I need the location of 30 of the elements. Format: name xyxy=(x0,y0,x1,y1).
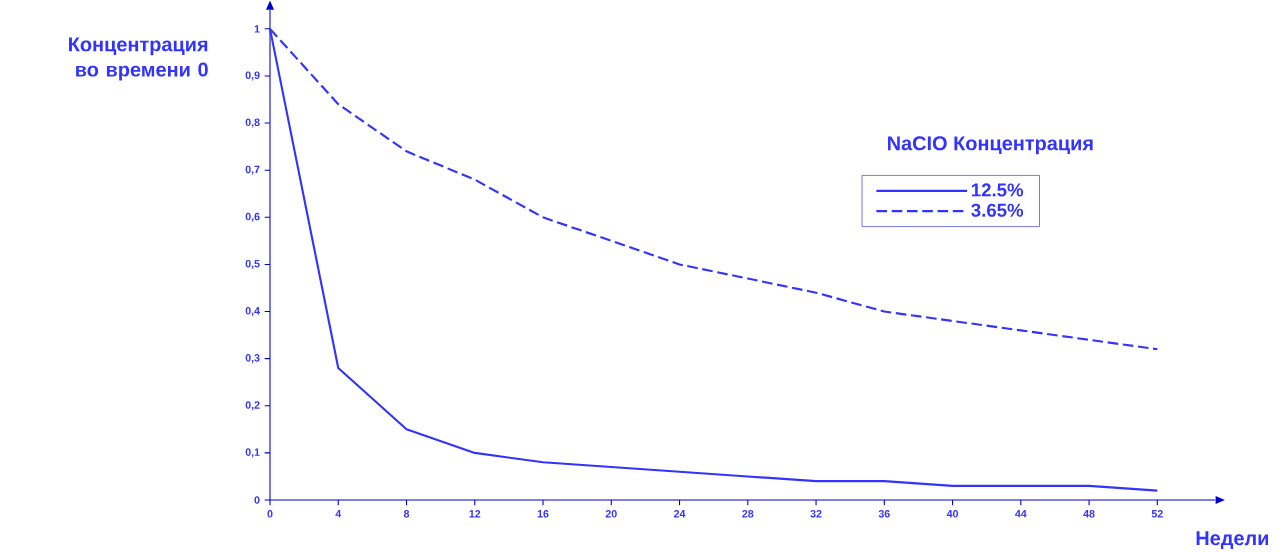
x-tick-label: 24 xyxy=(674,510,686,518)
y-tick-label: 0 xyxy=(254,496,260,504)
x-axis-title: Недели xyxy=(1196,531,1269,550)
y-tick-label: 0,8 xyxy=(245,118,260,128)
x-tick-label: 44 xyxy=(1015,510,1027,518)
y-tick-label: 0,7 xyxy=(245,165,260,175)
y-tick-label: 0,3 xyxy=(245,354,260,364)
legend-label: 12.5% xyxy=(972,183,1024,197)
y-tick-label: 0,5 xyxy=(245,259,260,269)
legend-title: NaCIO Концентрация xyxy=(888,136,1093,155)
y-tick-label: 0,2 xyxy=(245,401,260,411)
y-axis-title: Концентрация во времени 0 xyxy=(69,37,208,81)
x-tick-label: 48 xyxy=(1083,510,1095,518)
x-tick-label: 16 xyxy=(537,510,549,518)
x-tick-label: 20 xyxy=(605,510,617,518)
y-tick-label: 0,1 xyxy=(245,448,260,458)
x-tick-label: 0 xyxy=(267,510,273,518)
x-tick-label: 36 xyxy=(878,510,890,518)
x-tick-label: 8 xyxy=(403,510,410,518)
y-tick-label: 0,4 xyxy=(245,307,260,317)
y-tick-label: 0,9 xyxy=(245,71,260,81)
x-tick-label: 52 xyxy=(1151,510,1163,518)
x-tick-label: 40 xyxy=(946,510,959,518)
x-tick-label: 28 xyxy=(742,510,754,518)
x-tick-label: 4 xyxy=(335,510,342,518)
legend-label: 3.65% xyxy=(971,203,1024,217)
y-tick-label: 1 xyxy=(254,25,260,33)
x-tick-label: 12 xyxy=(469,510,481,518)
x-tick-label: 32 xyxy=(810,510,822,518)
y-tick-label: 0,6 xyxy=(245,212,260,222)
